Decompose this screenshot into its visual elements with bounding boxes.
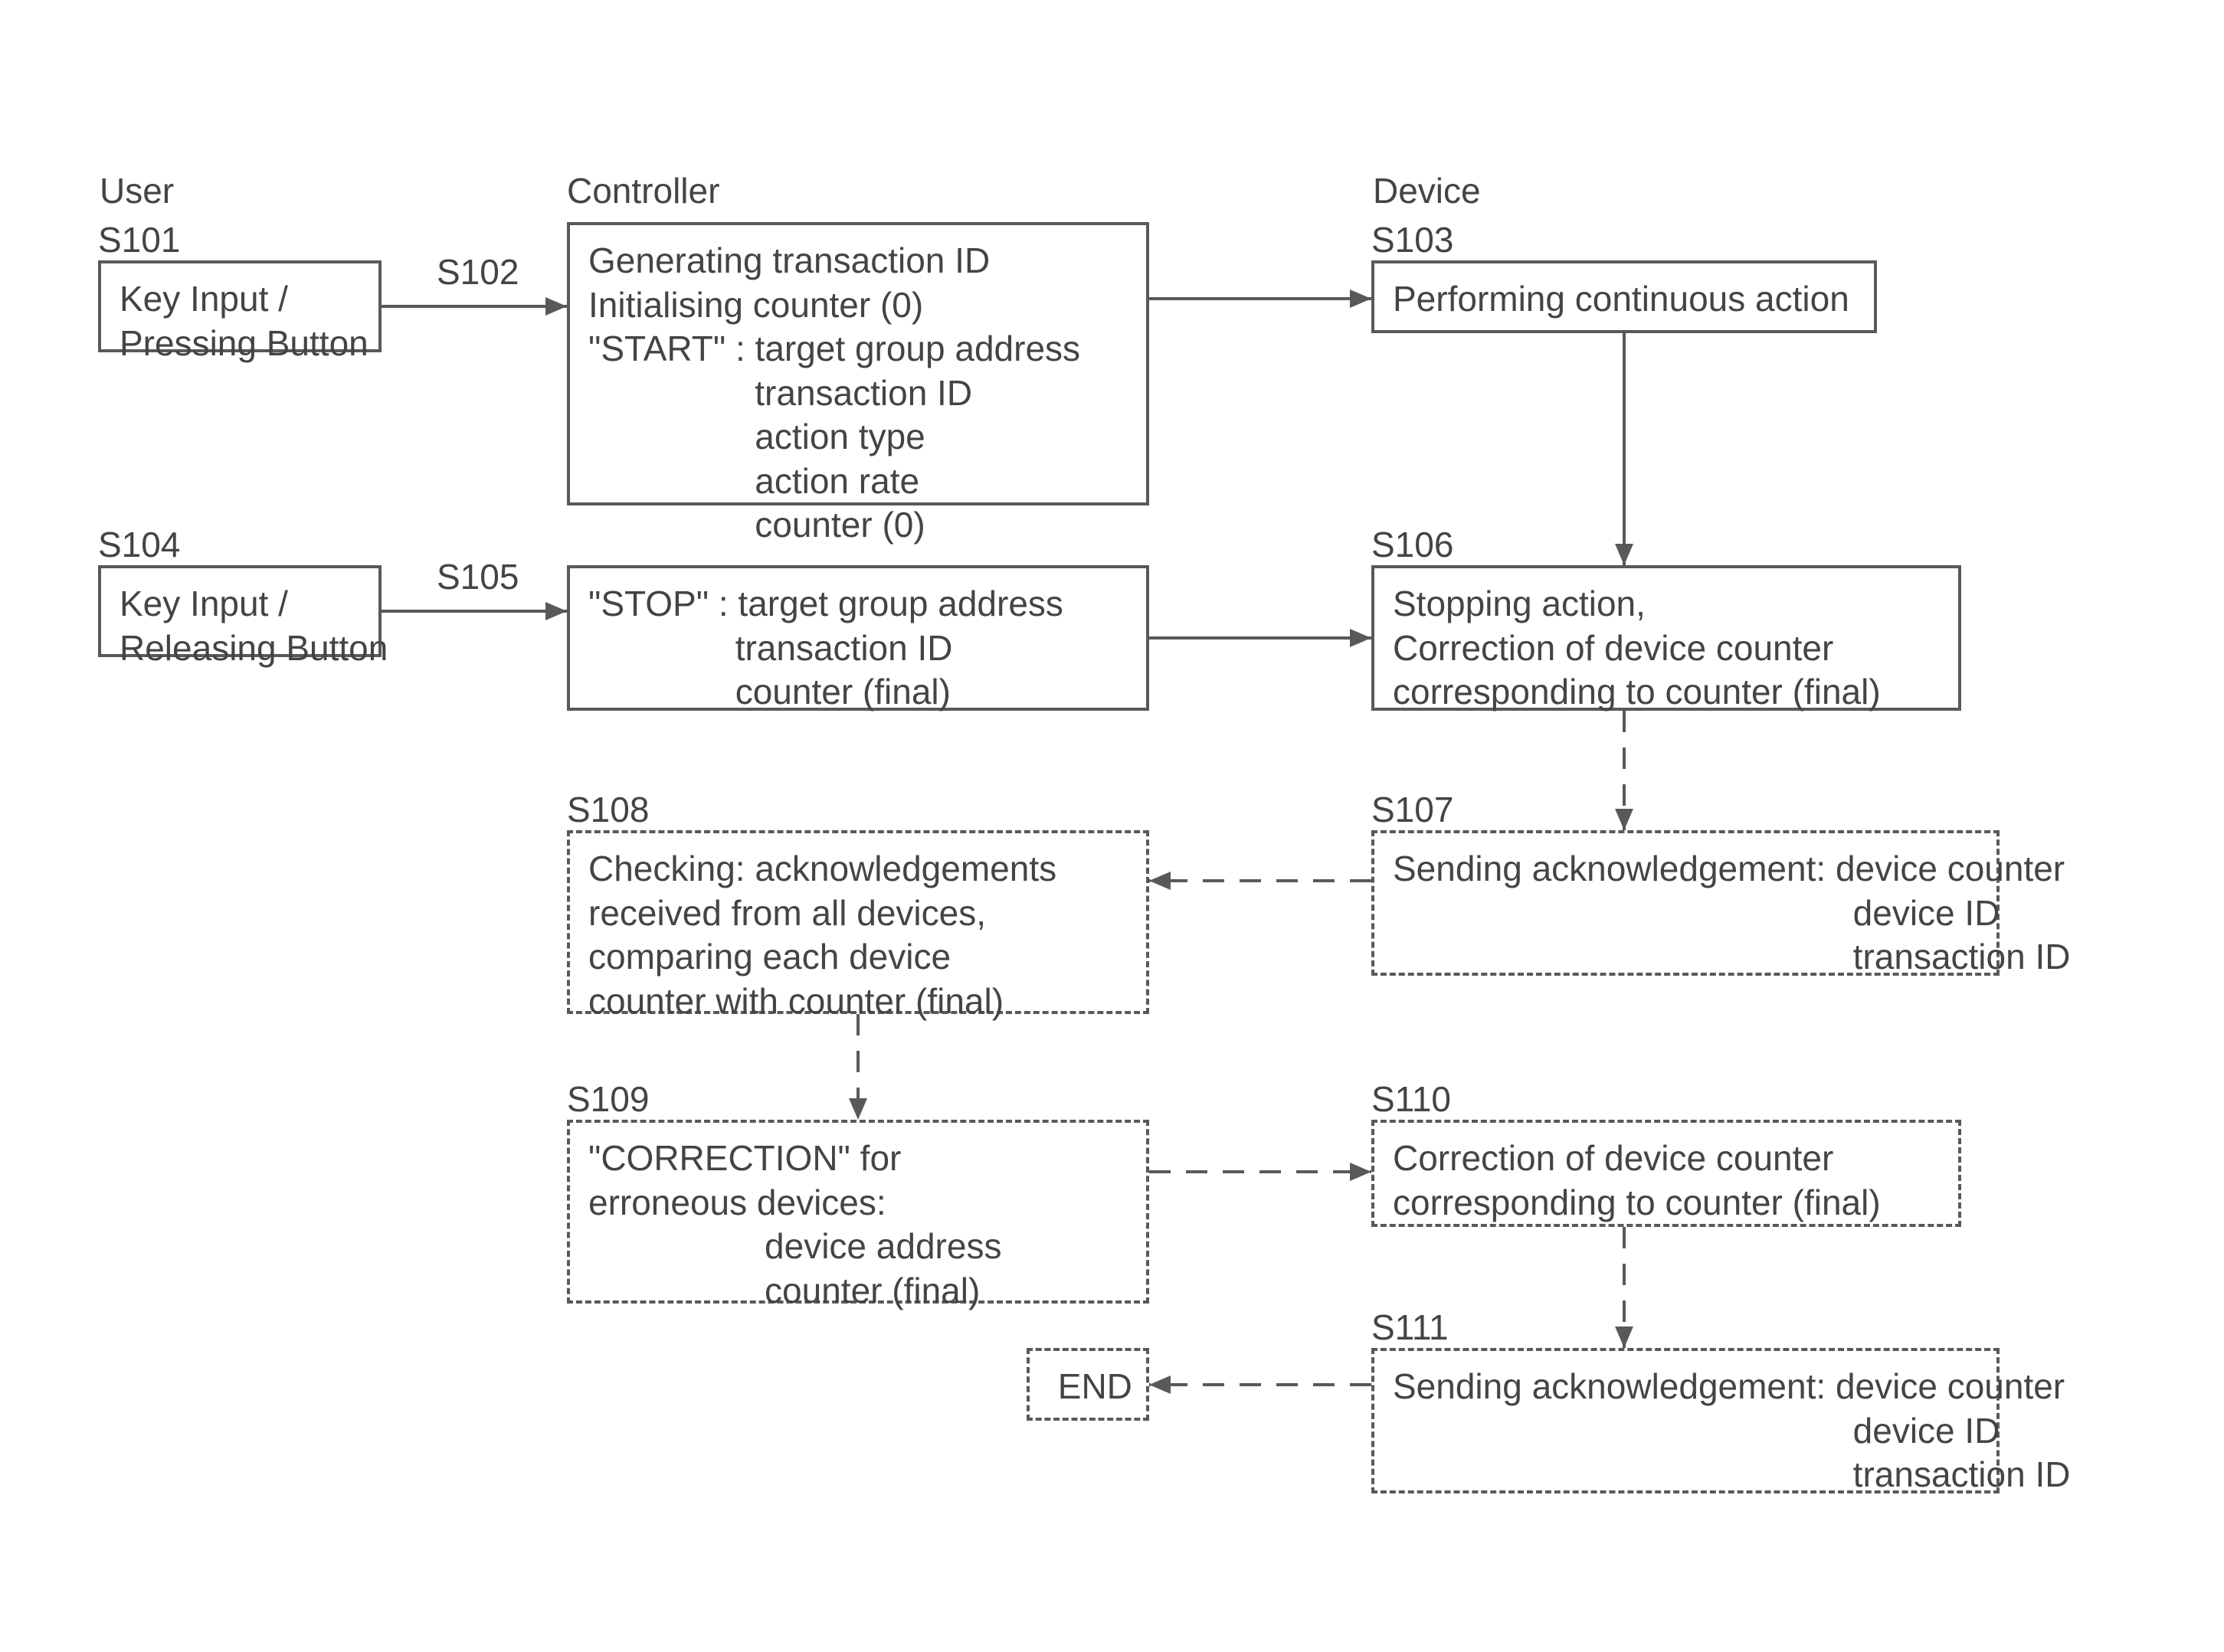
flow-node-s108: Checking: acknowledgements received from… [567, 830, 1149, 1014]
flow-node-s101: Key Input / Pressing Button [98, 260, 382, 352]
arrowhead-s103-s106 [1615, 544, 1633, 565]
arrowhead-s106-s107 [1615, 809, 1633, 830]
arrowhead-s102-s103 [1350, 290, 1371, 308]
arrowhead-s109-s110 [1350, 1163, 1371, 1181]
flow-node-s110: Correction of device counter correspondi… [1371, 1120, 1961, 1227]
step-id-s104: S104 [98, 524, 180, 565]
flow-node-s103: Performing continuous action [1371, 260, 1877, 333]
step-id-s101: S101 [98, 219, 180, 260]
arrowhead-s110-s111 [1615, 1327, 1633, 1348]
flow-node-s104: Key Input / Releasing Button [98, 565, 382, 657]
arrowhead-s105-s106 [1350, 629, 1371, 647]
step-id-s110: S110 [1371, 1078, 1451, 1120]
column-header-device: Device [1373, 170, 1481, 211]
flow-node-s109: "CORRECTION" for erroneous devices: devi… [567, 1120, 1149, 1304]
flow-node-s106: Stopping action, Correction of device co… [1371, 565, 1961, 711]
arrowhead-s101-s102 [545, 297, 567, 316]
column-header-controller: Controller [567, 170, 719, 211]
step-id-s103: S103 [1371, 219, 1453, 260]
arrowhead-s104-s105 [545, 602, 567, 620]
arrowhead-s108-s109 [849, 1098, 867, 1120]
arrowhead-s107-s108 [1149, 872, 1171, 890]
flow-node-s107: Sending acknowledgement: device counter … [1371, 830, 2000, 976]
flow-node-s105: "STOP" : target group address transactio… [567, 565, 1149, 711]
flow-node-s102: Generating transaction ID Initialising c… [567, 222, 1149, 505]
step-id-s111: S111 [1371, 1307, 1449, 1348]
step-id-s105: S105 [437, 556, 519, 597]
flowchart-canvas: User Controller Device S101Key Input / Pres… [0, 0, 2224, 1652]
step-id-s109: S109 [567, 1078, 649, 1120]
flow-node-s111: Sending acknowledgement: device counter … [1371, 1348, 2000, 1493]
step-id-s106: S106 [1371, 524, 1453, 565]
step-id-s102: S102 [437, 251, 519, 293]
column-header-user: User [100, 170, 174, 211]
step-id-s107: S107 [1371, 789, 1453, 830]
step-id-s108: S108 [567, 789, 649, 830]
arrowhead-s111-end [1149, 1376, 1171, 1394]
flow-node-end: END [1027, 1348, 1149, 1421]
